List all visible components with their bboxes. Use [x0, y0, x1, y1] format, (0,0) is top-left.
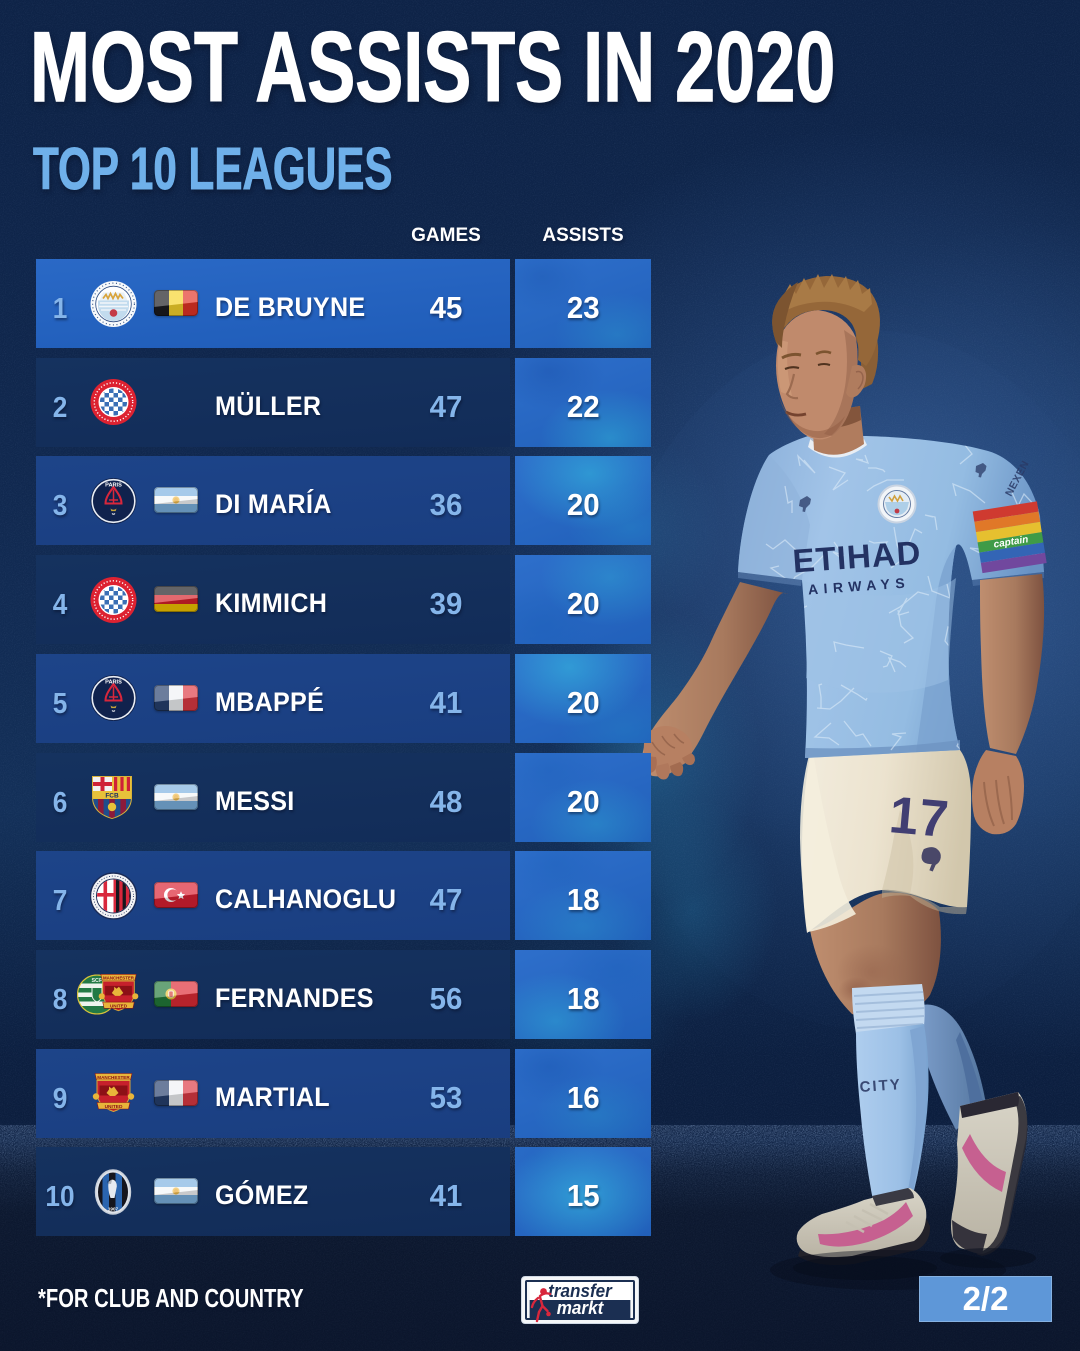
- svg-text:1907: 1907: [108, 1206, 119, 1211]
- svg-text:FCB: FCB: [105, 793, 119, 800]
- svg-text:UNITED: UNITED: [104, 1104, 122, 1110]
- svg-text:MANCHESTER: MANCHESTER: [103, 976, 135, 981]
- svg-text:UNITED: UNITED: [110, 1004, 128, 1009]
- svg-text:17: 17: [887, 786, 952, 849]
- svg-text:PARIS: PARIS: [105, 482, 122, 488]
- svg-text:SCP: SCP: [91, 978, 102, 984]
- svg-text:AIRWAYS: AIRWAYS: [807, 574, 910, 597]
- svg-text:CITY: CITY: [859, 1076, 902, 1096]
- svg-text:captain: captain: [993, 534, 1029, 550]
- svg-text:PARIS: PARIS: [105, 680, 122, 686]
- svg-text:MANCHESTER: MANCHESTER: [97, 1075, 130, 1080]
- svg-text:ETIHAD: ETIHAD: [791, 534, 922, 580]
